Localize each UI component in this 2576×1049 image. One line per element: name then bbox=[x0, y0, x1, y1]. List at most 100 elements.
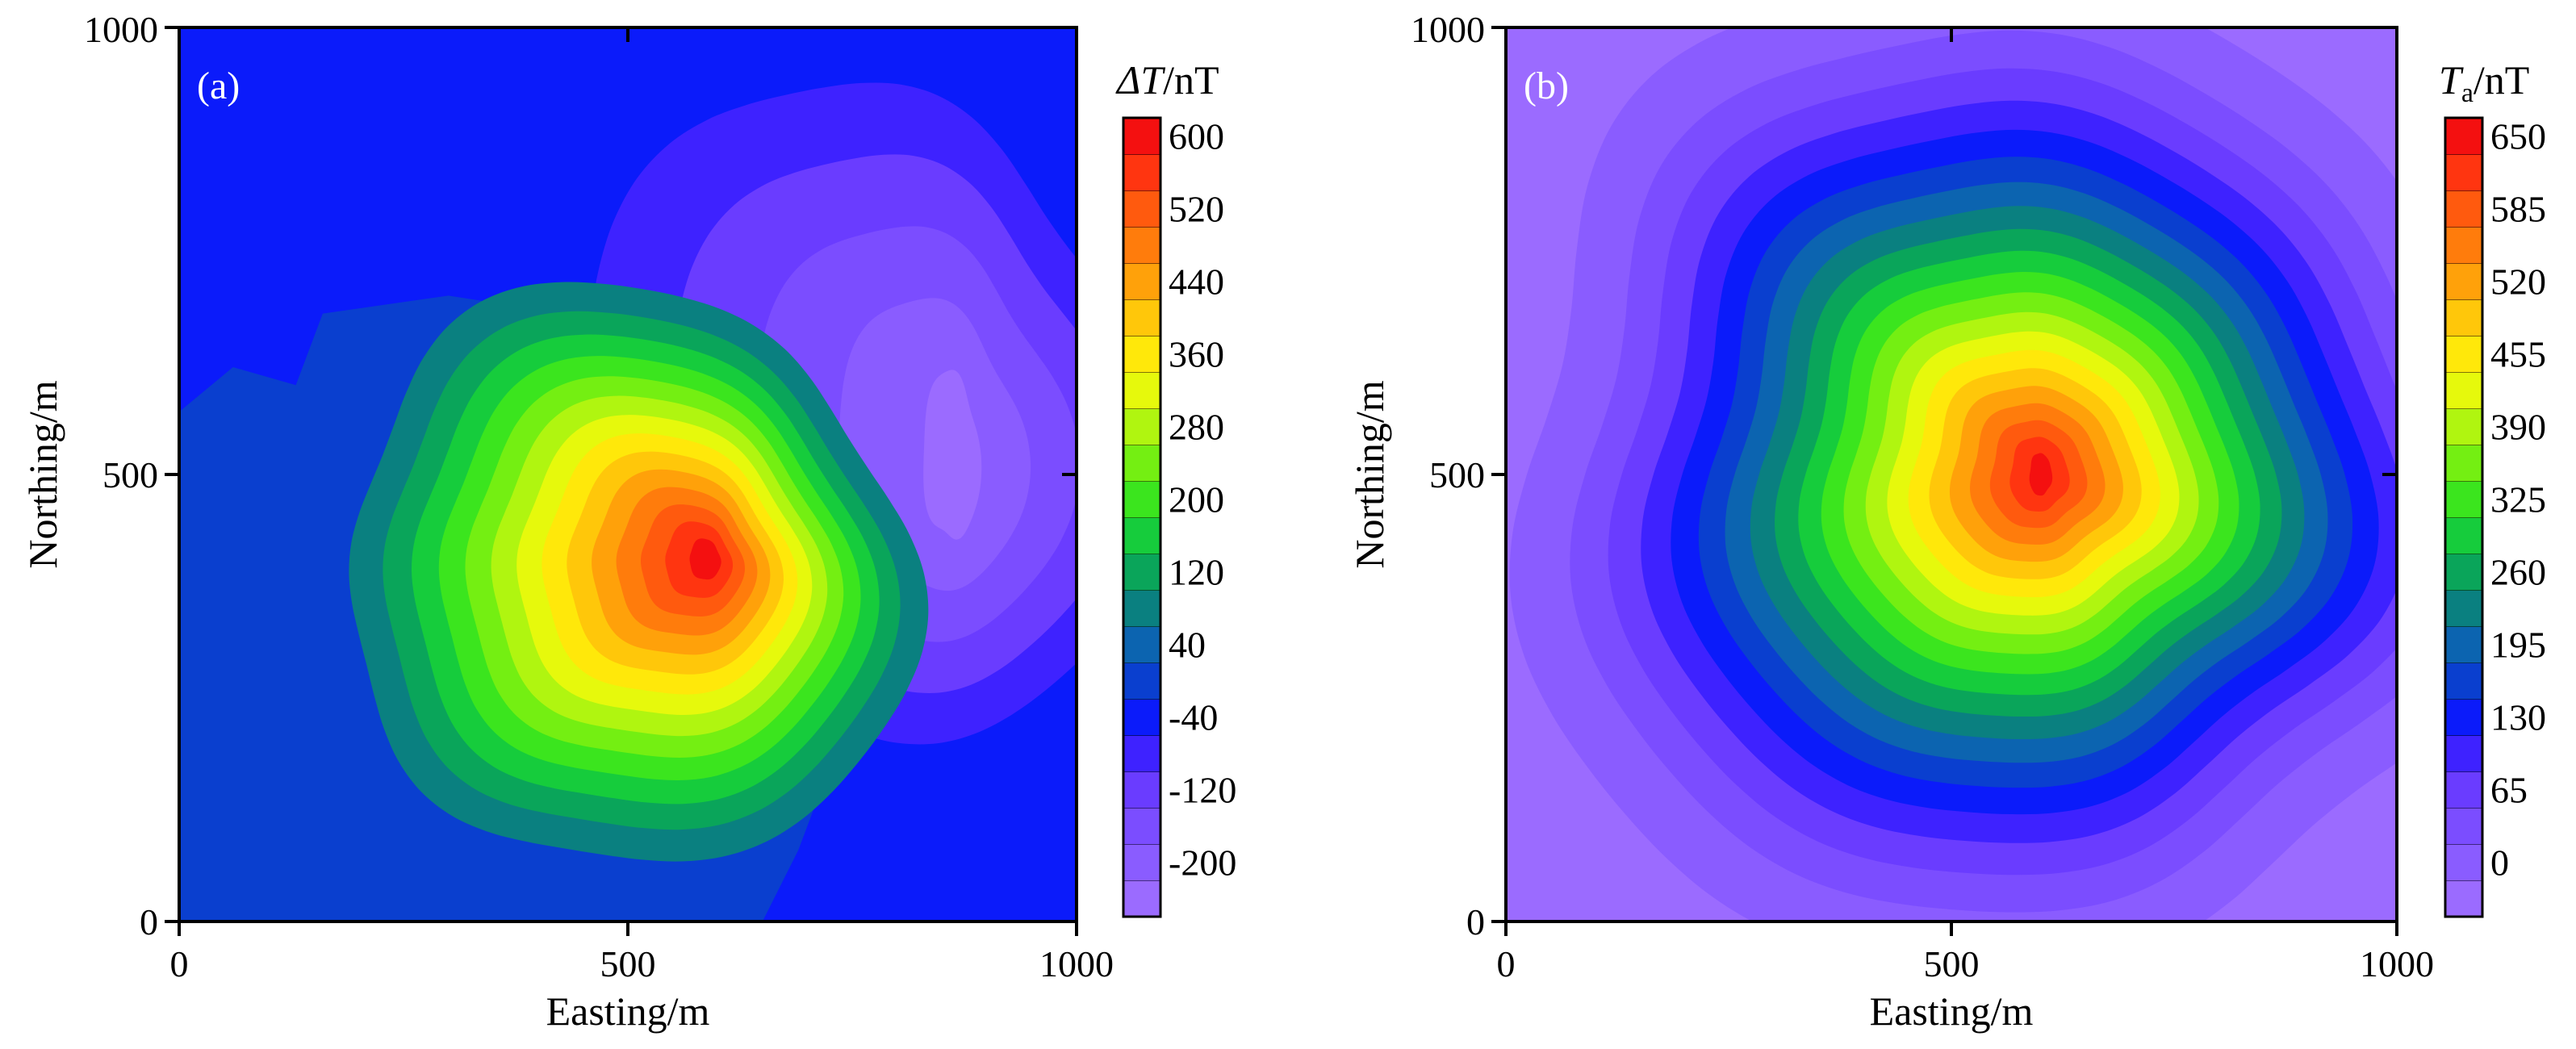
colorbar-title-unit-b: /nT bbox=[2474, 57, 2529, 102]
colorbar-title-a: ΔT/nT bbox=[1115, 57, 1219, 102]
colorbar-tick-label-a-10: -200 bbox=[1169, 842, 1236, 884]
colorbar-tick-label-b-8: 130 bbox=[2490, 697, 2546, 738]
colorbar-tick-label-b-1: 585 bbox=[2490, 189, 2546, 230]
colorbar-title-unit-a: /nT bbox=[1163, 57, 1219, 102]
colorbar-title-subscript-b: a bbox=[2461, 78, 2474, 108]
x-tick-b-1000: 1000 bbox=[2360, 943, 2434, 984]
x-tick-b-0: 0 bbox=[1497, 943, 1516, 984]
colorbar-swatch-a-1 bbox=[1123, 844, 1160, 881]
colorbar-swatch-a-18 bbox=[1123, 227, 1160, 264]
colorbar-tick-label-a-6: 120 bbox=[1169, 552, 1224, 593]
colorbar-tick-label-a-2: 440 bbox=[1169, 261, 1224, 303]
contour-map-a bbox=[179, 27, 1077, 922]
colorbar-swatch-b-2 bbox=[2445, 808, 2482, 845]
colorbar-tick-label-a-0: 600 bbox=[1169, 116, 1224, 157]
colorbar-tick-label-b-7: 195 bbox=[2490, 625, 2546, 666]
colorbar-swatch-a-4 bbox=[1123, 735, 1160, 772]
colorbar-tick-label-a-1: 520 bbox=[1169, 189, 1224, 230]
axis-ticks-a bbox=[165, 26, 1078, 936]
colorbar-tick-label-b-9: 65 bbox=[2490, 770, 2528, 811]
colorbar-swatch-b-19 bbox=[2445, 190, 2482, 228]
colorbar-swatch-a-19 bbox=[1123, 190, 1160, 228]
colorbar-swatch-b-21 bbox=[2445, 118, 2482, 155]
y-tick-a-0: 0 bbox=[140, 901, 158, 942]
colorbar-swatch-a-5 bbox=[1123, 699, 1160, 736]
panel-b: (b) 0 500 1000 0 500 1000 Easting/m Nort… bbox=[1347, 9, 2546, 1034]
y-tick-a-500: 500 bbox=[102, 454, 158, 495]
y-tick-a-1000: 1000 bbox=[84, 9, 158, 50]
colorbar-swatch-a-11 bbox=[1123, 481, 1160, 518]
colorbar-tick-label-b-6: 260 bbox=[2490, 552, 2546, 593]
colorbar-tick-label-b-10: 0 bbox=[2490, 842, 2509, 884]
colorbar-swatch-a-14 bbox=[1123, 372, 1160, 409]
colorbar-swatch-a-16 bbox=[1123, 299, 1160, 336]
x-tick-b-500: 500 bbox=[1924, 943, 1980, 984]
colorbar-swatch-b-11 bbox=[2445, 481, 2482, 518]
y-axis-label-b: Northing/m bbox=[1347, 380, 1392, 568]
colorbar-tick-label-a-8: -40 bbox=[1169, 697, 1218, 738]
colorbar-swatch-b-17 bbox=[2445, 263, 2482, 300]
colorbar-swatch-b-13 bbox=[2445, 408, 2482, 445]
contour-band-b-21 bbox=[2029, 453, 2053, 496]
colorbar-swatch-b-10 bbox=[2445, 517, 2482, 554]
contour-band-a-positive-13 bbox=[689, 538, 721, 580]
colorbar-title-b: Ta/nT bbox=[2439, 57, 2529, 108]
x-tick-a-1000: 1000 bbox=[1039, 943, 1114, 984]
colorbar-swatch-b-7 bbox=[2445, 626, 2482, 663]
colorbar-swatch-b-12 bbox=[2445, 445, 2482, 482]
colorbar-swatch-b-4 bbox=[2445, 735, 2482, 772]
y-tick-b-0: 0 bbox=[1466, 901, 1485, 942]
colorbar-tick-label-a-4: 280 bbox=[1169, 407, 1224, 448]
contour-map-b bbox=[1506, 27, 2397, 922]
colorbar-swatch-a-10 bbox=[1123, 517, 1160, 554]
colorbar-swatch-b-18 bbox=[2445, 227, 2482, 264]
colorbar-tick-label-a-7: 40 bbox=[1169, 625, 1206, 666]
colorbar-tick-label-a-3: 360 bbox=[1169, 334, 1224, 375]
colorbar-swatch-b-9 bbox=[2445, 554, 2482, 591]
colorbar-tick-label-b-4: 390 bbox=[2490, 407, 2546, 448]
colorbar-tick-label-b-3: 455 bbox=[2490, 334, 2546, 375]
panel-label-a: (a) bbox=[197, 65, 240, 107]
colorbar-tick-label-b-2: 520 bbox=[2490, 261, 2546, 303]
colorbar-swatch-b-14 bbox=[2445, 372, 2482, 409]
y-axis-label-a: Northing/m bbox=[20, 380, 65, 568]
panel-label-b: (b) bbox=[1524, 65, 1569, 107]
colorbar-tick-label-a-5: 200 bbox=[1169, 479, 1224, 520]
colorbar-tick-label-b-5: 325 bbox=[2490, 479, 2546, 520]
colorbar-frame-b bbox=[2444, 116, 2484, 918]
colorbar-tick-label-a-9: -120 bbox=[1169, 770, 1236, 811]
colorbar-frame-a bbox=[1122, 116, 1162, 918]
contour-band-a-negative-4 bbox=[923, 370, 982, 540]
colorbar-swatch-b-0 bbox=[2445, 880, 2482, 917]
colorbar-swatch-a-3 bbox=[1123, 771, 1160, 809]
colorbar-swatch-a-15 bbox=[1123, 336, 1160, 373]
colorbar-swatch-a-13 bbox=[1123, 408, 1160, 445]
y-tick-b-500: 500 bbox=[1429, 454, 1485, 495]
colorbar-tick-label-b-0: 650 bbox=[2490, 116, 2546, 157]
colorbar-swatch-b-5 bbox=[2445, 699, 2482, 736]
colorbar-swatch-b-8 bbox=[2445, 590, 2482, 627]
x-tick-a-500: 500 bbox=[600, 943, 656, 984]
colorbar-swatch-a-7 bbox=[1123, 626, 1160, 663]
colorbar-swatch-a-2 bbox=[1123, 808, 1160, 845]
colorbar-swatch-b-1 bbox=[2445, 844, 2482, 881]
colorbar-swatch-a-21 bbox=[1123, 118, 1160, 155]
colorbar-swatch-b-3 bbox=[2445, 771, 2482, 809]
colorbar-swatch-b-16 bbox=[2445, 299, 2482, 336]
x-tick-a-0: 0 bbox=[170, 943, 189, 984]
colorbar-swatch-a-20 bbox=[1123, 154, 1160, 191]
colorbar-swatch-a-6 bbox=[1123, 662, 1160, 700]
colorbar-swatch-a-12 bbox=[1123, 445, 1160, 482]
colorbar-swatch-a-8 bbox=[1123, 590, 1160, 627]
colorbar-swatch-a-0 bbox=[1123, 880, 1160, 917]
colorbar-swatch-a-17 bbox=[1123, 263, 1160, 300]
panel-a: (a) 0 500 1000 0 500 1000 Easting/m Nort… bbox=[20, 9, 1236, 1034]
x-axis-label-a: Easting/m bbox=[546, 988, 710, 1034]
colorbar-title-symbol-b: T bbox=[2439, 57, 2464, 102]
colorbar-swatch-a-9 bbox=[1123, 554, 1160, 591]
colorbar-a: 600 520 440 360 280 200 120 40 -40 -120 -200 bbox=[1122, 116, 1236, 918]
colorbar-title-symbol-a: ΔT bbox=[1115, 57, 1165, 102]
axis-ticks-b bbox=[1491, 26, 2398, 936]
